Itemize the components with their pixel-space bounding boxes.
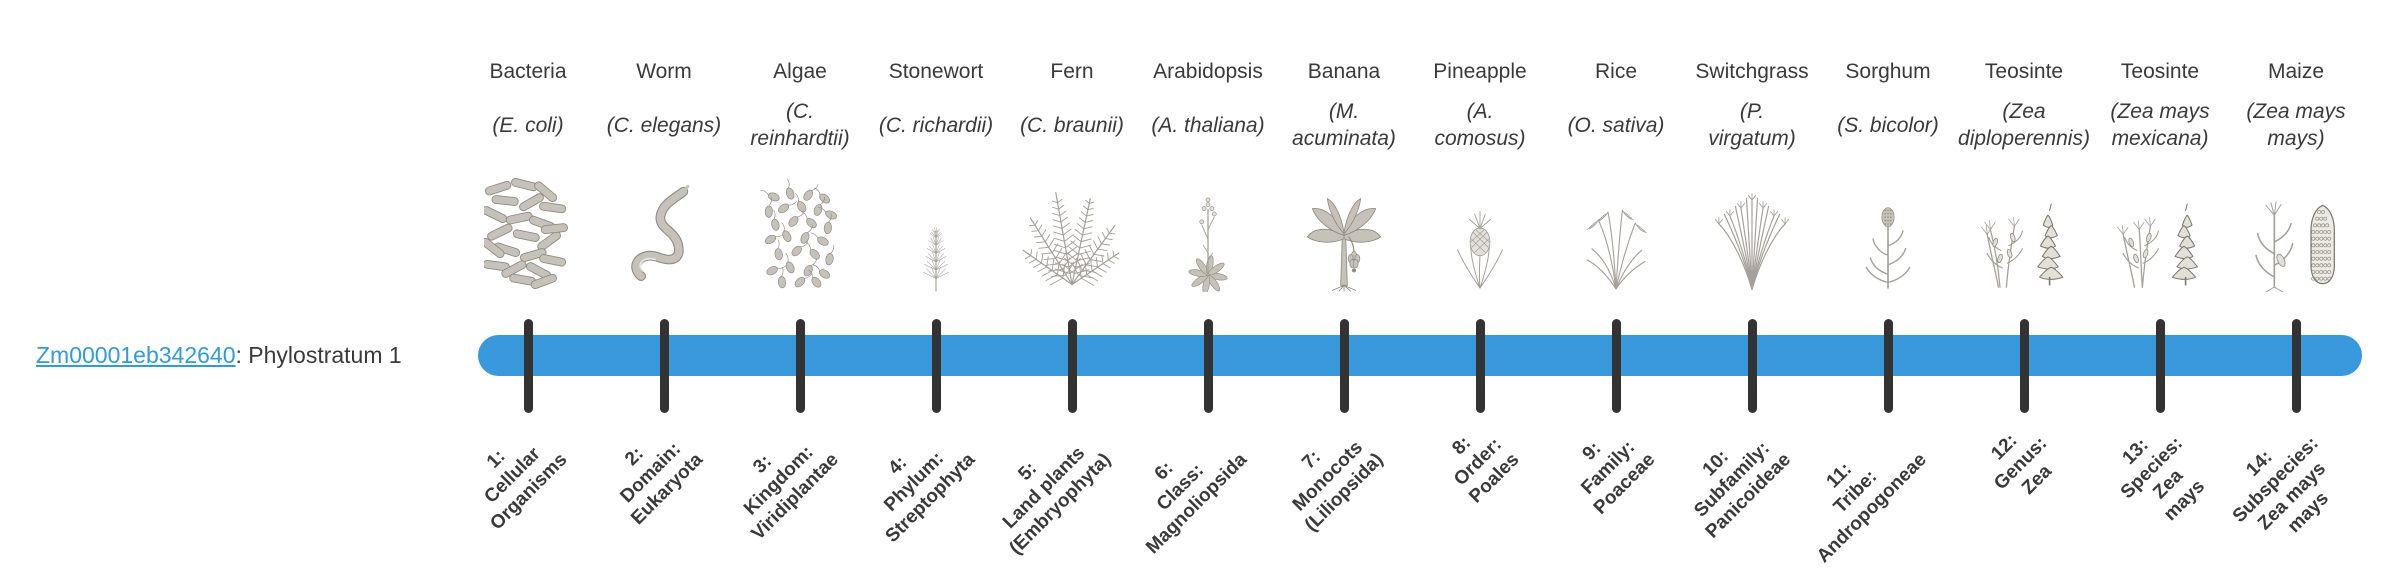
taxon-column: Arabidopsis (A. thaliana) <box>1130 58 1286 292</box>
taxon-scientific-name: (C. richardii) <box>878 113 994 137</box>
timeline-tick <box>931 319 941 413</box>
timeline-tick <box>2155 319 2165 413</box>
banana-icon <box>1266 164 1422 292</box>
timeline-tick <box>2019 319 2029 413</box>
taxon-column: Switchgrass (P. virgatum) <box>1674 58 1830 292</box>
taxon-scientific-name: (Zea mays mexicana) <box>2110 100 2210 150</box>
timeline-tick <box>659 319 669 413</box>
taxon-common-name: Rice <box>1594 60 1637 83</box>
timeline-tick <box>1611 319 1621 413</box>
taxon-common-name: Teosinte <box>2120 60 2200 83</box>
teosinte-diploperennis-icon <box>1946 164 2102 292</box>
taxon-common-name: Algae <box>773 60 827 83</box>
taxon-column: Fern (C. braunii) <box>994 58 1150 292</box>
maize-icon <box>2218 164 2374 292</box>
sorghum-icon <box>1810 164 1966 292</box>
timeline-tick <box>1339 319 1349 413</box>
gene-label: Zm00001eb342640: Phylostratum 1 <box>36 341 402 369</box>
taxon-common-name: Maize <box>2267 60 2325 83</box>
rice-icon <box>1538 164 1694 292</box>
arabidopsis-icon <box>1130 164 1286 292</box>
taxon-scientific-name: (Zea diploperennis) <box>1958 100 2090 150</box>
taxon-scientific-name: (S. bicolor) <box>1837 113 1939 137</box>
taxon-common-name: Fern <box>1050 60 1094 83</box>
bacteria-icon <box>450 164 606 292</box>
switchgrass-icon <box>1674 164 1830 292</box>
gene-id-link[interactable]: Zm00001eb342640 <box>36 342 236 368</box>
timeline-tick <box>1475 319 1485 413</box>
fern-icon <box>994 164 1150 292</box>
timeline-tick <box>1747 319 1757 413</box>
taxon-column: Rice (O. sativa) <box>1538 58 1694 292</box>
taxon-column: Bacteria (E. coli) <box>450 58 606 292</box>
taxon-scientific-name: (C. elegans) <box>606 113 722 137</box>
taxon-common-name: Bacteria <box>489 60 567 83</box>
taxon-common-name: Switchgrass <box>1695 60 1809 83</box>
taxon-scientific-name: (P. virgatum) <box>1708 100 1796 150</box>
algae-icon <box>722 164 878 292</box>
taxon-common-name: Sorghum <box>1845 60 1931 83</box>
taxon-column: Maize (Zea mays mays) <box>2218 58 2374 292</box>
taxon-column: Teosinte (Zea mays mexicana) <box>2082 58 2238 292</box>
taxon-common-name: Worm <box>636 60 692 83</box>
taxon-scientific-name: (C. braunii) <box>1020 113 1124 137</box>
timeline-tick <box>523 319 533 413</box>
taxon-column: Sorghum (S. bicolor) <box>1810 58 1966 292</box>
taxon-scientific-name: (O. sativa) <box>1567 113 1665 137</box>
taxon-scientific-name: (Zea mays mays) <box>2246 100 2346 150</box>
taxon-column: Banana (M. acuminata) <box>1266 58 1422 292</box>
taxon-column: Stonewort (C. richardii) <box>858 58 1014 292</box>
timeline-tick <box>1203 319 1213 413</box>
stonewort-icon <box>858 164 1014 292</box>
taxon-scientific-name: (C. reinhardtii) <box>750 100 850 150</box>
timeline-bar <box>478 335 2362 376</box>
taxon-common-name: Pineapple <box>1433 60 1527 83</box>
teosinte-mexicana-icon <box>2082 164 2238 292</box>
worm-icon <box>586 164 742 292</box>
taxon-column: Pineapple (A. comosus) <box>1402 58 1558 292</box>
taxon-scientific-name: (A. comosus) <box>1434 100 1526 150</box>
taxon-common-name: Teosinte <box>1984 60 2064 83</box>
taxon-column: Worm (C. elegans) <box>586 58 742 292</box>
timeline-tick <box>2291 319 2301 413</box>
taxon-scientific-name: (M. acuminata) <box>1292 100 1396 150</box>
taxon-common-name: Banana <box>1307 60 1381 83</box>
timeline-tick <box>1067 319 1077 413</box>
taxon-common-name: Arabidopsis <box>1153 60 1263 83</box>
timeline-tick <box>795 319 805 413</box>
taxon-common-name: Stonewort <box>888 60 984 83</box>
pineapple-icon <box>1402 164 1558 292</box>
taxon-scientific-name: (E. coli) <box>492 113 564 137</box>
taxon-scientific-name: (A. thaliana) <box>1151 113 1265 137</box>
timeline-tick <box>1883 319 1893 413</box>
taxon-column: Teosinte (Zea diploperennis) <box>1946 58 2102 292</box>
taxon-column: Algae (C. reinhardtii) <box>722 58 878 292</box>
gene-annotation: : Phylostratum 1 <box>235 342 402 368</box>
